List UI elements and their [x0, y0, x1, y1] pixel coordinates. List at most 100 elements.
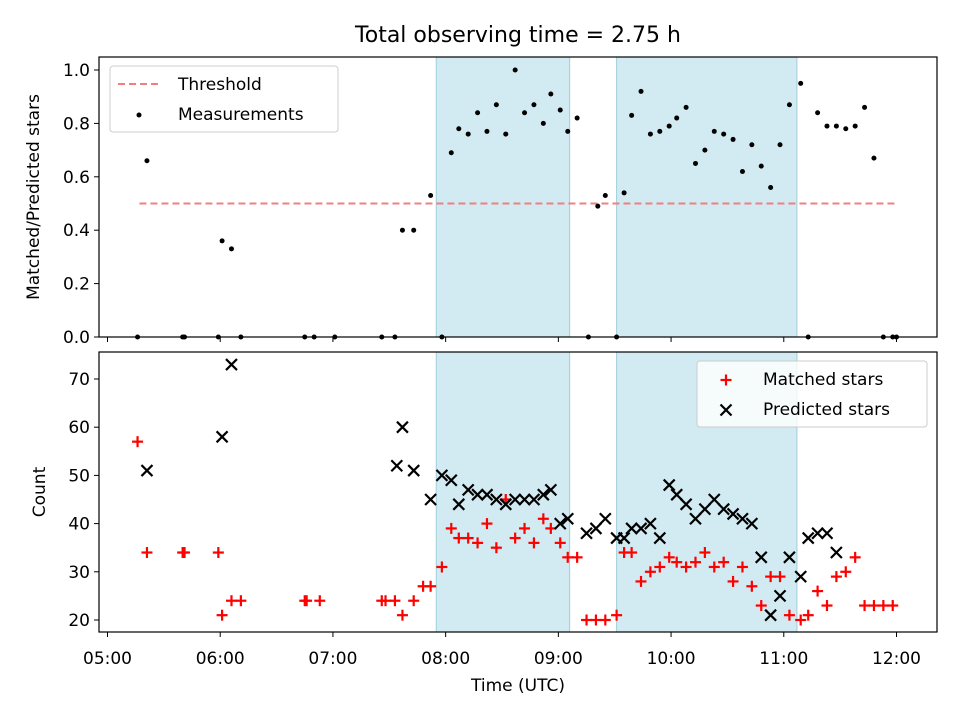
bottom-y-tick-label: 60 [68, 418, 90, 438]
x-axis-label: Time (UTC) [470, 676, 565, 696]
legend-measurements-swatch [136, 112, 142, 118]
bottom-y-tick-label: 40 [68, 515, 90, 535]
measurement-point [484, 128, 490, 134]
predicted-star-point [644, 517, 657, 530]
predicted-star-point [801, 531, 815, 545]
measurement-point [721, 131, 727, 137]
matched-star-point [554, 537, 566, 549]
predicted-star-point [708, 493, 721, 506]
matched-star-point [887, 600, 899, 612]
predicted-star-point [662, 478, 676, 492]
predicted-star-point [499, 498, 513, 511]
measurement-point [739, 168, 745, 174]
matched-star-point [859, 600, 871, 612]
measurement-point [768, 184, 774, 190]
matched-star-point [727, 575, 739, 587]
ratio-panel: 0.0 0.2 0.4 0.6 0.8 1.0 Matched/Predicted sta… [24, 56, 938, 348]
bottom-x-tick-label: 08:00 [421, 649, 470, 669]
matched-star-point [755, 600, 767, 612]
count-panel: 20 30 40 50 60 70 05:00 06:00 07:00 08:00 09:00 10… [30, 351, 938, 696]
measurement-point [602, 192, 608, 198]
bottom-x-tick-label: 11:00 [759, 649, 808, 669]
bottom-legend-box [696, 360, 928, 428]
predicted-star-point [537, 488, 550, 501]
bottom-x-tick-label: 10:00 [647, 649, 696, 669]
matched-star-point [821, 600, 833, 612]
bottom-x-tick-label: 05:00 [83, 649, 132, 669]
measurement-point [548, 91, 554, 97]
top-y-axis: 0.0 0.2 0.4 0.6 0.8 1.0 [63, 61, 99, 348]
predicted-star-point [452, 498, 466, 511]
legend-measurements-label: Measurements [178, 105, 304, 125]
measurement-point [871, 155, 877, 161]
measurement-point [512, 67, 518, 73]
bottom-y-tick-label: 50 [68, 466, 90, 486]
predicted-star-point [435, 469, 449, 482]
legend-predicted-swatch [719, 403, 733, 417]
matched-star-point [562, 551, 574, 563]
measurement-point [758, 163, 764, 169]
measurement-point [702, 147, 708, 153]
matched-stars-series [132, 436, 899, 626]
predicted-star-point [653, 531, 667, 545]
top-legend: Threshold Measurements [109, 65, 339, 133]
matched-star-point [654, 561, 666, 573]
matched-star-point [736, 561, 748, 573]
legend-threshold-label: Threshold [177, 75, 262, 95]
predicted-star-point [589, 522, 603, 535]
predicted-star-point [830, 546, 843, 559]
matched-star-point [783, 609, 795, 621]
measurement-point [456, 126, 462, 132]
measurement-point [798, 80, 804, 86]
matched-star-point [380, 595, 392, 607]
measurement-point [647, 131, 653, 137]
bottom-y-tick-label: 20 [68, 611, 90, 631]
matched-star-point [314, 595, 326, 607]
matched-star-point [774, 571, 786, 583]
measurement-point [399, 227, 405, 233]
matched-star-point [611, 609, 623, 621]
measurement-point [448, 150, 454, 156]
predicted-star-point [471, 488, 484, 501]
matched-star-point [445, 522, 457, 534]
measurement-point [411, 227, 417, 233]
bottom-y-axis-label: Count [30, 466, 50, 517]
predicted-star-point [717, 502, 730, 516]
matched-star-point [436, 561, 448, 573]
predicted-star-point [553, 517, 567, 530]
predicted-star-point [599, 512, 612, 526]
matched-star-point [830, 571, 842, 583]
matched-star-point [519, 522, 531, 534]
matched-star-point [765, 571, 777, 583]
matched-star-point [581, 614, 593, 626]
measurement-point [574, 115, 580, 121]
matched-star-point [141, 547, 153, 559]
top-y-axis-label: Matched/Predicted stars [24, 94, 44, 300]
predicted-star-point [773, 589, 787, 603]
measurement-point [749, 142, 755, 148]
legend-matched-swatch [720, 374, 732, 386]
matched-star-point [408, 595, 420, 607]
bottom-x-tick-label: 12:00 [872, 649, 921, 669]
bottom-legend: Matched stars Predicted stars [696, 360, 928, 428]
matched-star-point [599, 614, 611, 626]
matched-star-point [481, 518, 493, 530]
matched-star-point [877, 600, 889, 612]
measurement-point [843, 126, 849, 132]
predicted-star-point [445, 473, 458, 487]
predicted-star-point [544, 483, 558, 497]
measurement-point [730, 136, 736, 142]
matched-star-point [301, 595, 313, 607]
predicted-star-point [480, 488, 494, 501]
measurements-series [135, 67, 899, 340]
matched-star-point [689, 556, 701, 568]
chart-title: Total observing time = 2.75 h [354, 23, 681, 48]
predicted-star-point [215, 430, 229, 444]
measurement-point [621, 190, 627, 196]
matched-star-point [132, 436, 144, 448]
top-y-tick-label: 0.0 [63, 328, 90, 348]
predicted-star-point [811, 526, 824, 540]
predicted-star-point [580, 526, 593, 540]
measurement-point [638, 88, 644, 94]
